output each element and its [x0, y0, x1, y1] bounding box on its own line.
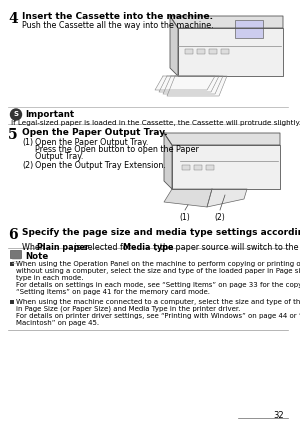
Text: (1): (1) [180, 213, 190, 222]
Text: For details on settings in each mode, see “Setting Items” on page 33 for the cop: For details on settings in each mode, se… [16, 282, 300, 288]
Polygon shape [167, 76, 227, 96]
Text: Note: Note [25, 252, 48, 261]
Text: Plain paper: Plain paper [37, 243, 89, 252]
Bar [194, 165, 202, 170]
Bar [221, 49, 229, 54]
Text: type in each mode.: type in each mode. [16, 275, 83, 281]
Text: Open the Paper Output Tray.: Open the Paper Output Tray. [35, 138, 148, 147]
Text: is selected for: is selected for [72, 243, 134, 252]
Text: Press the Open button to open the Paper: Press the Open button to open the Paper [35, 145, 199, 154]
Text: 5: 5 [8, 128, 18, 142]
Bar [209, 49, 217, 54]
Bar [206, 165, 214, 170]
Text: 4: 4 [8, 12, 18, 26]
Bar [10, 262, 14, 266]
Polygon shape [155, 76, 215, 90]
Text: When: When [22, 243, 47, 252]
Text: “Setting Items” on page 41 for the memory card mode.: “Setting Items” on page 41 for the memor… [16, 289, 210, 295]
Text: Open the Paper Output Tray.: Open the Paper Output Tray. [22, 128, 168, 137]
Polygon shape [172, 145, 280, 189]
Text: If Legal-sized paper is loaded in the Cassette, the Cassette will protrude sligh: If Legal-sized paper is loaded in the Ca… [11, 120, 300, 126]
Polygon shape [207, 189, 247, 207]
Polygon shape [164, 133, 280, 145]
Text: For details on printer driver settings, see “Printing with Windows” on page 44 o: For details on printer driver settings, … [16, 313, 300, 319]
Polygon shape [170, 16, 283, 28]
Bar [182, 165, 190, 170]
Bar [10, 300, 14, 303]
Text: (2): (2) [214, 213, 225, 222]
Text: Media type: Media type [123, 243, 174, 252]
Text: When using the Operation Panel on the machine to perform copying or printing ope: When using the Operation Panel on the ma… [16, 261, 300, 267]
Circle shape [11, 109, 22, 120]
Polygon shape [164, 189, 212, 207]
Text: S: S [14, 111, 19, 117]
Text: Insert the Cassette into the machine.: Insert the Cassette into the machine. [22, 12, 213, 21]
Text: (2): (2) [22, 161, 33, 170]
Polygon shape [163, 76, 223, 94]
Text: Open the Output Tray Extension.: Open the Output Tray Extension. [35, 161, 166, 170]
Text: without using a computer, select the size and type of the loaded paper in Page s: without using a computer, select the siz… [16, 268, 300, 274]
Text: 32: 32 [273, 411, 284, 420]
Text: Macintosh” on page 45.: Macintosh” on page 45. [16, 320, 99, 326]
Text: , the paper source will switch to the Cassette.: , the paper source will switch to the Ca… [155, 243, 300, 252]
Bar [197, 49, 205, 54]
Polygon shape [170, 16, 178, 76]
Polygon shape [178, 28, 283, 76]
Text: Specify the page size and media type settings according to the loaded paper.: Specify the page size and media type set… [22, 228, 300, 237]
Text: When using the machine connected to a computer, select the size and type of the : When using the machine connected to a co… [16, 299, 300, 305]
Polygon shape [164, 133, 172, 189]
Text: in Page Size (or Paper Size) and Media Type in the printer driver.: in Page Size (or Paper Size) and Media T… [16, 306, 240, 312]
Text: Push the Cassette all the way into the machine.: Push the Cassette all the way into the m… [22, 21, 214, 30]
Text: 6: 6 [8, 228, 18, 242]
Bar [185, 49, 193, 54]
Text: Important: Important [25, 110, 74, 119]
FancyBboxPatch shape [10, 250, 21, 258]
Polygon shape [159, 76, 219, 92]
Bar [235, 20, 263, 38]
Text: (1): (1) [22, 138, 33, 147]
Text: Output Tray.: Output Tray. [35, 152, 83, 161]
